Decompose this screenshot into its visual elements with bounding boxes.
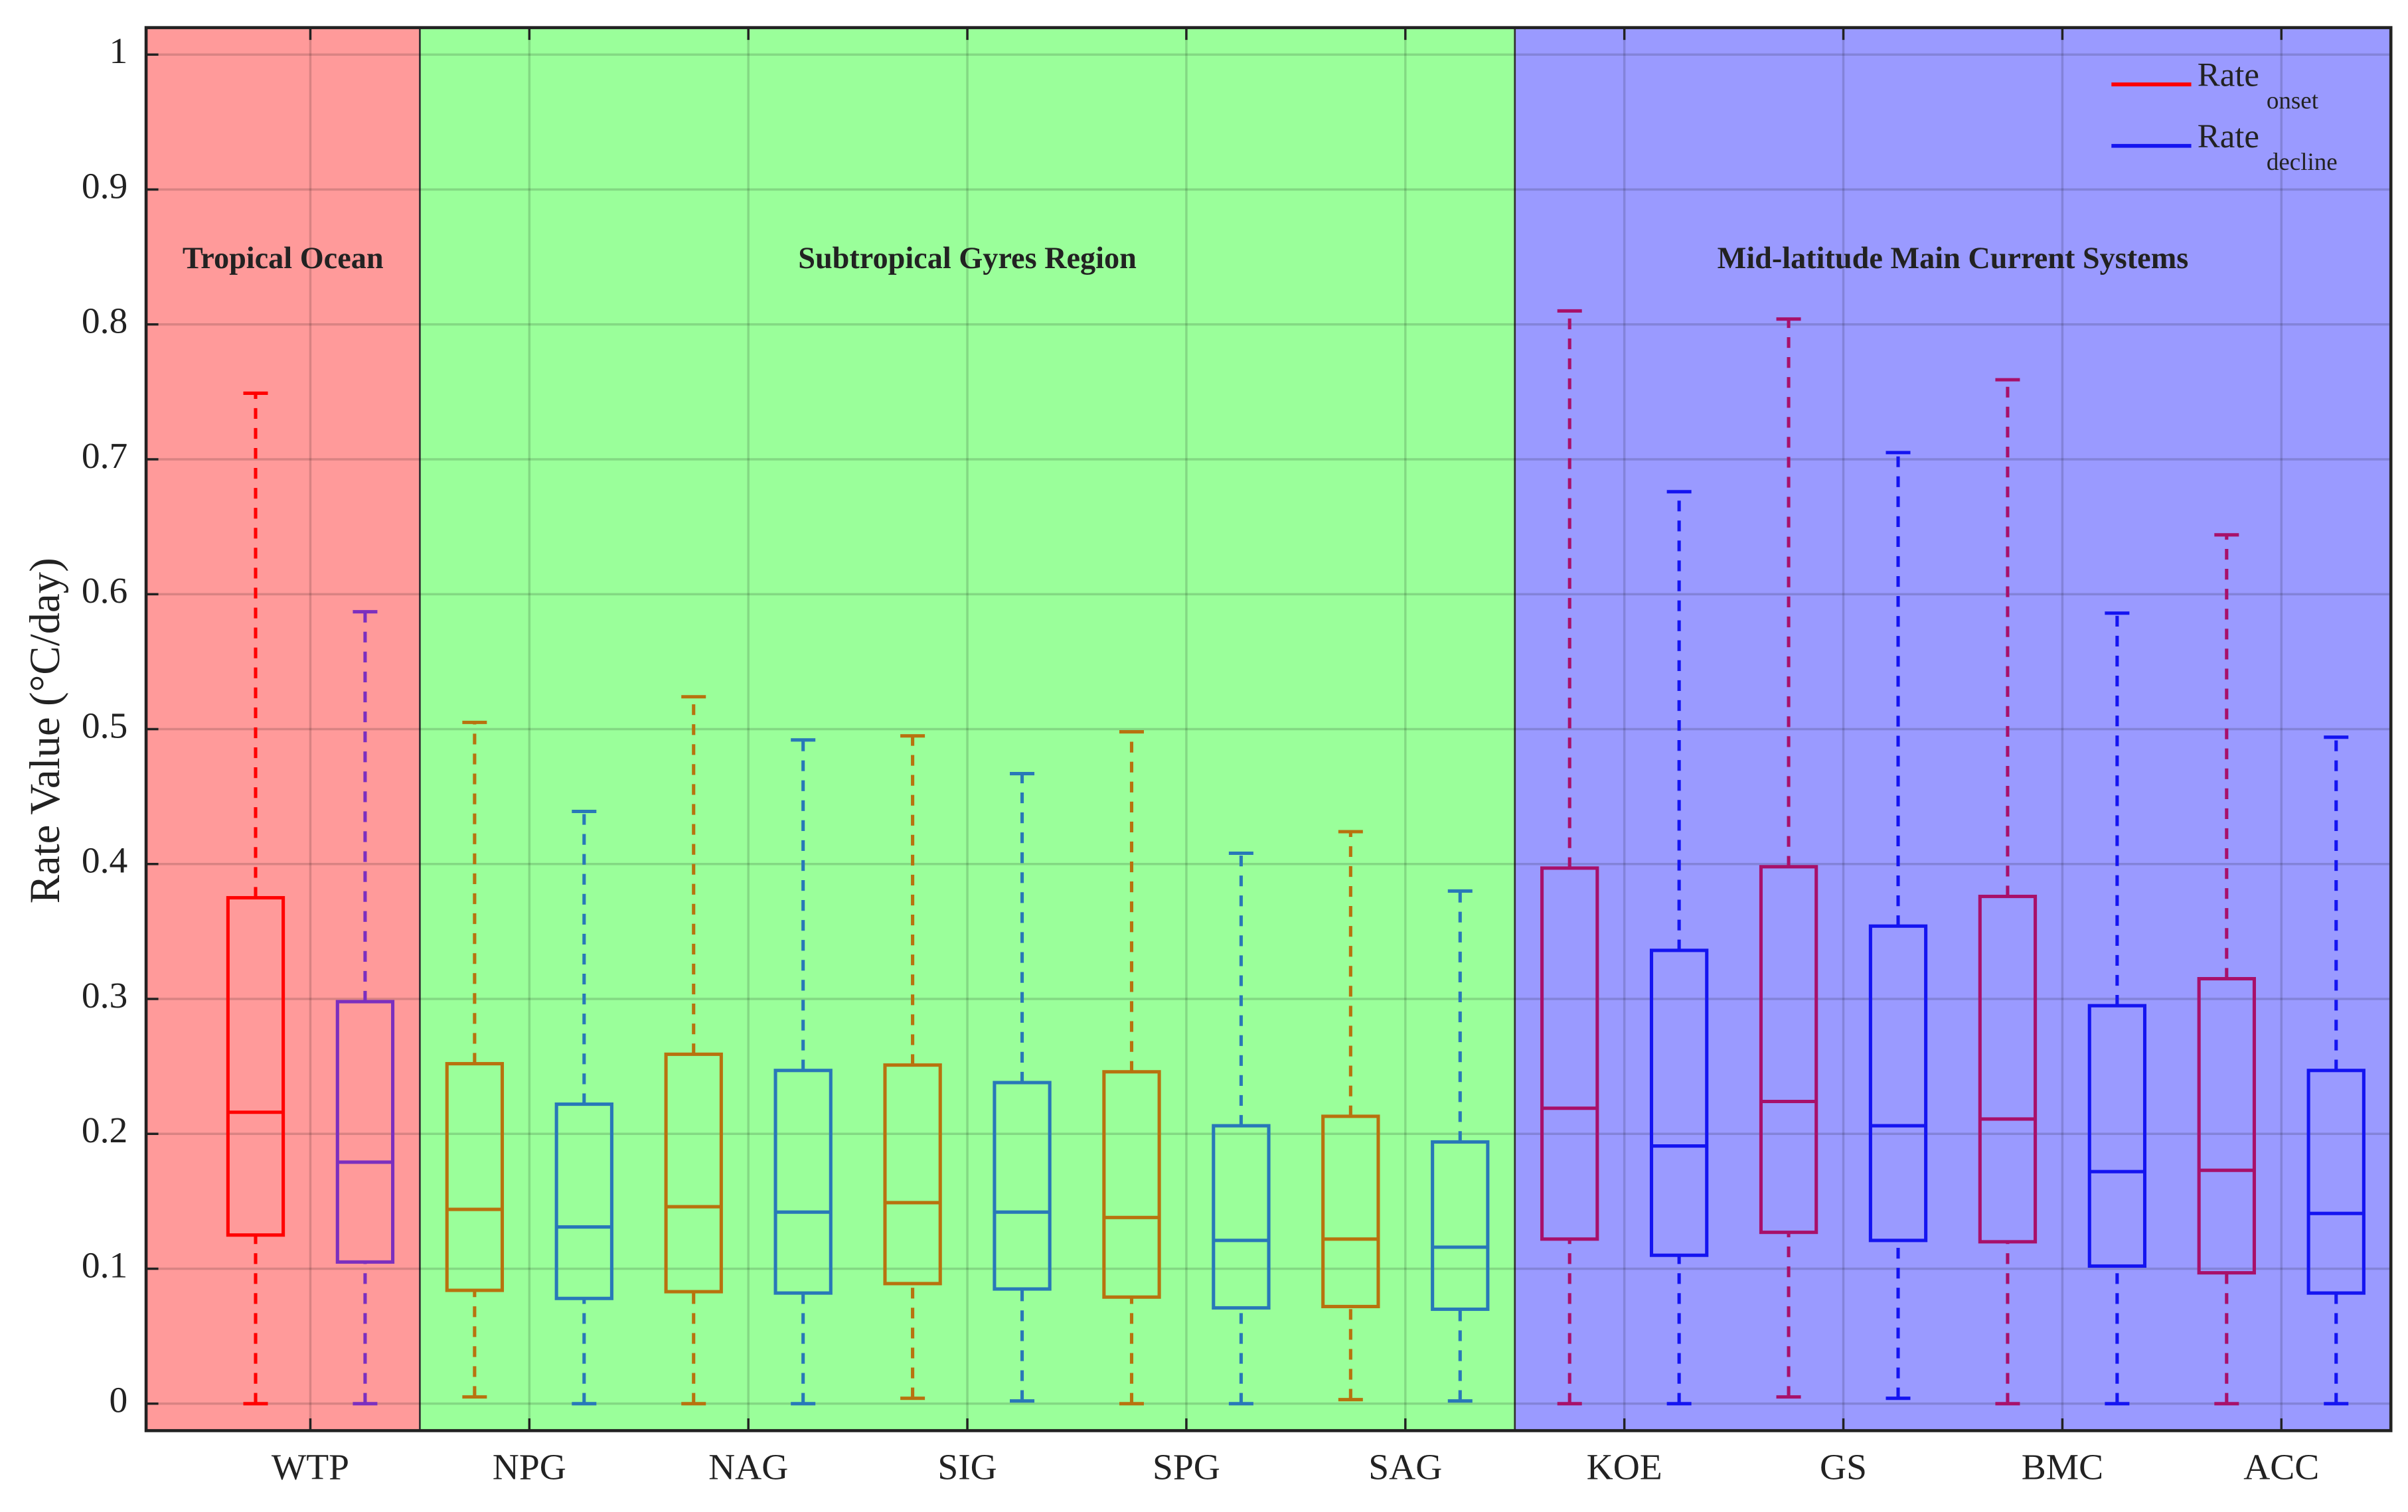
legend-label: Rate xyxy=(2198,57,2259,94)
box xyxy=(1102,1070,1161,1299)
x-tick-label: SPG xyxy=(1153,1447,1220,1487)
x-tick-label: WTP xyxy=(272,1447,349,1487)
box xyxy=(1759,865,1818,1235)
region-band xyxy=(1514,27,2391,1431)
x-tick-label: BMC xyxy=(2022,1447,2103,1487)
y-tick-label: 0.9 xyxy=(82,166,127,206)
x-tick-label: ACC xyxy=(2243,1447,2319,1487)
legend-label: Rate xyxy=(2198,118,2259,155)
x-tick-label: NAG xyxy=(708,1447,788,1487)
y-tick-label: 0.1 xyxy=(82,1245,127,1286)
y-tick-label: 0.2 xyxy=(82,1110,127,1151)
box xyxy=(773,1069,833,1295)
x-tick-label: SAG xyxy=(1368,1447,1442,1487)
legend-label-sub: onset xyxy=(2267,87,2319,114)
box xyxy=(226,896,285,1237)
y-tick-label: 0.3 xyxy=(82,976,127,1016)
box xyxy=(1868,924,1928,1243)
region-band xyxy=(420,27,1515,1431)
box xyxy=(664,1052,723,1294)
x-tick-label: NPG xyxy=(493,1447,566,1487)
x-tick-label: SIG xyxy=(937,1447,997,1487)
box xyxy=(1540,866,1599,1241)
y-tick-label: 0 xyxy=(110,1381,128,1421)
box xyxy=(2087,1004,2147,1268)
box xyxy=(1212,1124,1271,1310)
x-tick-label: KOE xyxy=(1587,1447,1662,1487)
y-tick-label: 0.5 xyxy=(82,706,127,746)
box xyxy=(445,1062,505,1292)
region-label: Subtropical Gyres Region xyxy=(798,242,1137,275)
box xyxy=(554,1102,613,1300)
plot-frame xyxy=(144,26,2393,1432)
y-axis-label: Rate Value (°C/day) xyxy=(21,558,69,903)
y-tick-label: 0.4 xyxy=(82,841,127,881)
box xyxy=(2306,1069,2366,1295)
y-tick-label: 0.6 xyxy=(82,571,127,611)
box xyxy=(883,1063,942,1286)
box xyxy=(993,1081,1052,1291)
box xyxy=(1431,1140,1490,1312)
region-label: Tropical Ocean xyxy=(183,242,384,275)
y-tick-label: 0.7 xyxy=(82,436,127,477)
box xyxy=(335,1000,395,1264)
region-label: Mid-latitude Main Current Systems xyxy=(1718,242,2189,275)
x-tick-label: GS xyxy=(1820,1447,1867,1487)
regions xyxy=(146,27,2391,1431)
box xyxy=(2197,976,2256,1275)
boxes xyxy=(226,309,2366,1406)
box xyxy=(1321,1114,1380,1308)
box xyxy=(1649,948,1709,1257)
y-tick-label: 0.8 xyxy=(82,301,127,342)
box xyxy=(1978,895,2038,1244)
y-tick-label: 1 xyxy=(110,31,128,72)
legend-label-sub: decline xyxy=(2267,149,2338,176)
